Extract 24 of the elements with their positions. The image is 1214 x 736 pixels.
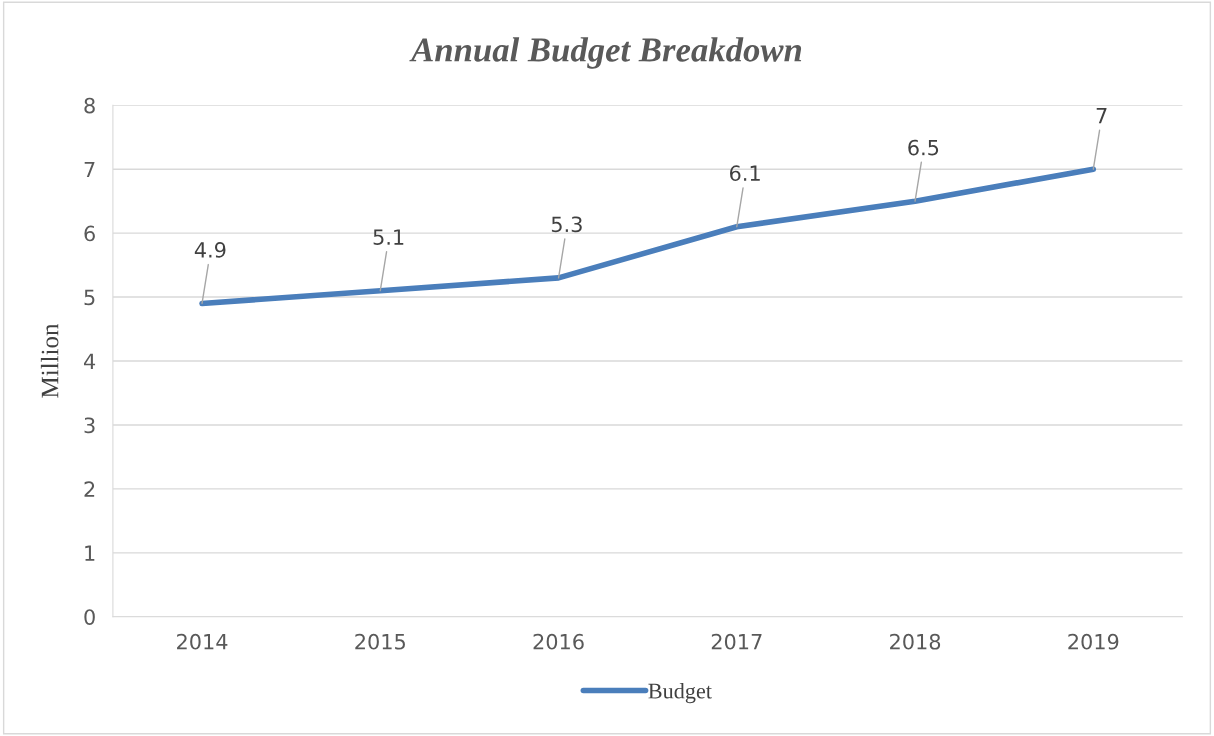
data-label: 6.5 xyxy=(908,139,939,156)
x-tick-label: 2015 xyxy=(355,633,405,650)
x-tick-label: 2018 xyxy=(890,633,941,650)
x-tick-label: 2016 xyxy=(533,633,584,650)
x-tick-label: 2019 xyxy=(1068,633,1119,650)
x-tick-label: 2014 xyxy=(177,633,228,650)
chart-title: Annual Budget Breakdown xyxy=(409,37,802,69)
y-axis-title: Million xyxy=(40,323,59,398)
data-label: 7 xyxy=(1096,108,1107,124)
y-tick-label: 6 xyxy=(84,225,95,242)
y-tick-label: 8 xyxy=(84,97,95,114)
data-label: 4.9 xyxy=(194,242,226,258)
data-label: 5.3 xyxy=(551,216,582,233)
data-label: 5.1 xyxy=(373,229,404,245)
y-tick-label: 3 xyxy=(84,417,95,434)
y-tick-label: 0 xyxy=(84,609,95,625)
y-tick-label: 5 xyxy=(84,289,95,306)
y-tick-label: 7 xyxy=(84,161,95,178)
x-tick-label: 2017 xyxy=(711,633,762,650)
y-tick-label: 1 xyxy=(85,545,95,561)
data-label: 6.1 xyxy=(730,165,760,182)
y-tick-label: 2 xyxy=(84,481,95,497)
y-tick-label: 4 xyxy=(84,353,96,369)
legend-label: Budget xyxy=(648,682,712,704)
